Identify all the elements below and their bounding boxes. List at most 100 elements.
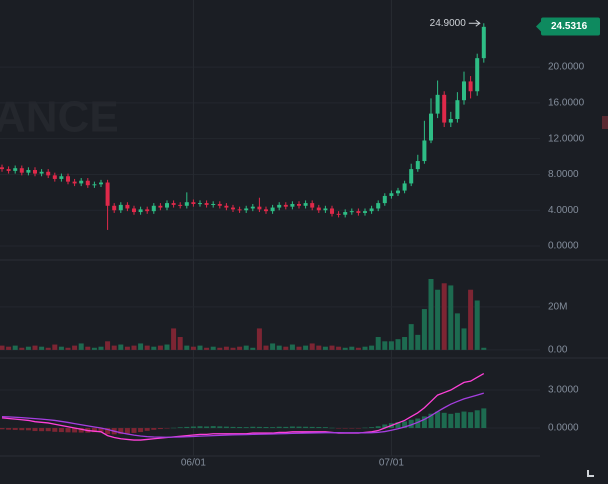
y-tick-label: 4.0000	[548, 205, 579, 216]
macd-histogram-bar	[118, 428, 124, 435]
macd-histogram-bar	[197, 426, 203, 429]
candle-body	[92, 184, 97, 186]
candle-body	[171, 203, 176, 205]
candle-body	[217, 203, 222, 206]
macd-histogram-bar	[382, 424, 388, 429]
volume-bar	[415, 334, 421, 350]
macd-line	[1, 392, 484, 438]
y-tick-label: 16.0000	[548, 98, 585, 109]
volume-bar	[204, 347, 210, 350]
y-tick-label: 0.0000	[548, 241, 579, 252]
macd-histogram-bar	[289, 426, 295, 429]
macd-histogram-bar	[151, 428, 157, 430]
macd-histogram-bar	[349, 428, 355, 429]
candle-body	[310, 203, 315, 208]
volume-bar	[85, 346, 91, 350]
volume-bar	[157, 345, 163, 350]
candle-body	[191, 202, 196, 204]
macd-histogram-bar	[210, 426, 216, 429]
last-price-label: 24.5316	[551, 21, 588, 32]
volume-bar	[25, 346, 31, 350]
macd-histogram-bar	[270, 427, 276, 429]
macd-histogram-bar	[481, 408, 487, 429]
macd-histogram-bar	[45, 428, 51, 432]
volume-bar	[45, 347, 51, 350]
volume-bar	[223, 346, 229, 350]
macd-histogram-bar	[243, 427, 249, 429]
candle-body	[158, 205, 163, 208]
volume-bar	[230, 347, 236, 350]
macd-histogram-bar	[441, 412, 447, 429]
volume-bar	[375, 337, 381, 350]
macd-histogram-bar	[435, 411, 441, 429]
volume-bar	[289, 344, 295, 350]
macd-histogram-bar	[105, 428, 111, 435]
volume-bar	[270, 343, 276, 350]
volume-bar	[296, 346, 302, 350]
macd-histogram-bar	[131, 428, 137, 433]
macd-histogram-bar	[355, 428, 361, 429]
macd-histogram-bar	[39, 428, 45, 432]
y-tick-label: 8.0000	[548, 169, 579, 180]
candle-body	[85, 180, 90, 186]
macd-histogram-bar	[177, 427, 183, 429]
macd-histogram-bar	[322, 427, 328, 429]
volume-bar	[12, 345, 18, 350]
macd-histogram-bar	[52, 428, 58, 432]
candle-body	[356, 211, 361, 213]
volume-bar	[138, 343, 144, 350]
volume-bar	[78, 343, 84, 350]
volume-bar	[39, 346, 45, 350]
macd-histogram-bar	[91, 428, 97, 433]
macd-histogram-bar	[474, 410, 480, 429]
volume-bar	[309, 343, 315, 350]
volume-bar	[256, 328, 262, 350]
candle-body	[224, 205, 229, 208]
macd-histogram-bar	[184, 426, 190, 429]
candle-body	[369, 208, 374, 212]
candle-body	[145, 209, 150, 212]
high-arrow-head	[475, 19, 481, 27]
volume-bar	[408, 324, 414, 350]
candle-body	[79, 180, 84, 184]
candle-body	[211, 203, 216, 205]
candle-body	[442, 94, 447, 123]
candle-body	[125, 204, 130, 209]
volume-bar	[111, 345, 117, 350]
watermark: ANCE	[0, 93, 119, 142]
volume-bar	[454, 313, 460, 350]
volume-bar	[58, 346, 64, 350]
macd-histogram-bar	[454, 412, 460, 429]
last-price-tag-tip	[536, 21, 541, 32]
macd-histogram-bar	[98, 428, 104, 432]
candle-body	[204, 203, 209, 205]
volume-bar	[118, 344, 124, 350]
candle-body	[316, 207, 321, 211]
candle-body	[283, 204, 288, 207]
macd-histogram-bar	[276, 426, 282, 429]
volume-bar	[184, 345, 190, 350]
y-tick-label: 0.00	[548, 345, 568, 356]
volume-bar	[336, 346, 342, 350]
candle-body	[402, 183, 407, 191]
candle-body	[151, 205, 156, 212]
macd-histogram-bar	[408, 419, 414, 429]
y-tick-label: 20.0000	[548, 62, 585, 73]
candle-body	[13, 168, 18, 171]
macd-histogram-bar	[58, 428, 64, 433]
volume-bar	[355, 347, 361, 350]
volume-bar	[421, 309, 427, 350]
volume-bar	[388, 341, 394, 350]
macd-histogram-bar	[303, 426, 309, 429]
volume-bar	[263, 345, 269, 350]
last-price-tag	[541, 17, 600, 36]
macd-histogram-bar	[230, 426, 236, 429]
macd-histogram-bar	[72, 428, 78, 433]
candle-body	[250, 206, 255, 209]
macd-histogram-bar	[204, 426, 210, 429]
candle-body	[363, 211, 367, 213]
candle-body	[165, 203, 169, 208]
macd-histogram-bar	[263, 427, 269, 429]
macd-histogram-bar	[237, 427, 243, 429]
